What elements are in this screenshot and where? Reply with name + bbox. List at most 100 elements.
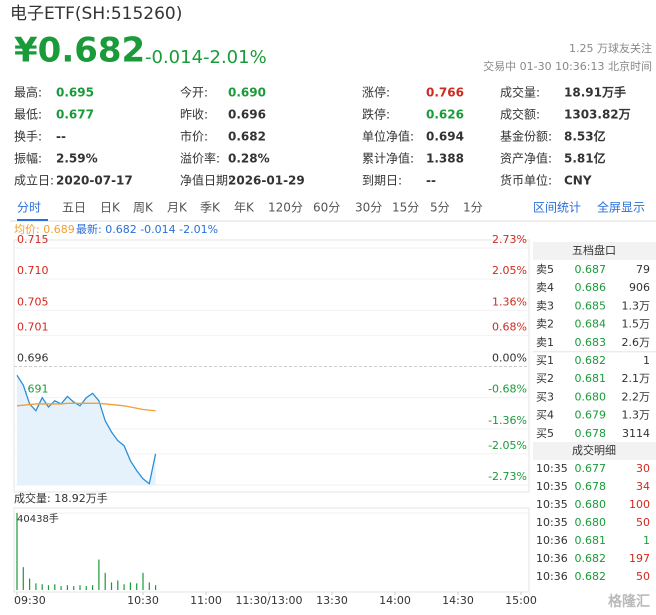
volume-bar [123, 584, 125, 590]
x-tick-label: 13:30 [316, 594, 348, 607]
x-tick-label: 14:30 [442, 594, 474, 607]
stat-value: 0.766 [426, 86, 464, 100]
ob-label: 买4 [536, 409, 554, 422]
pct-tick-label: -0.68% [488, 383, 527, 396]
stat-value: 1.388 [426, 152, 464, 166]
ob-volume: 1 [643, 354, 650, 367]
ob-label: 卖4 [536, 281, 554, 294]
stat-label: 昨收: [180, 108, 208, 122]
trade-volume: 30 [636, 462, 650, 475]
trades-title: 成交明细 [572, 443, 616, 457]
ob-label: 买5 [536, 427, 554, 440]
tab[interactable]: 分时 [17, 201, 41, 215]
x-tick-label: 15:00 [505, 594, 537, 607]
stat-label: 成立日: [14, 173, 54, 188]
volume-bar [155, 585, 157, 590]
tab[interactable]: 1分 [463, 201, 483, 215]
ob-price: 0.684 [575, 318, 607, 331]
ob-label: 买3 [536, 390, 554, 403]
stat-label: 成交量: [500, 85, 540, 100]
stat-value: 0.28% [228, 152, 270, 166]
stat-value: 0.690 [228, 86, 266, 100]
trade-price: 0.678 [575, 480, 607, 493]
stat-value: 2026-01-29 [228, 174, 305, 188]
tab[interactable]: 周K [133, 201, 154, 215]
x-tick-label: 11:00 [190, 594, 222, 607]
status: 交易中 01-30 10:36:13 北京时间 [483, 59, 652, 73]
tab[interactable]: 月K [167, 201, 188, 215]
ob-volume: 1.3万 [622, 409, 651, 422]
trade-volume: 1 [643, 534, 650, 547]
stat-label: 成交额: [500, 107, 540, 122]
stat-label: 振幅: [14, 151, 42, 166]
stat-value: 0.626 [426, 108, 464, 122]
volume-bar [73, 586, 75, 590]
link[interactable]: 区间统计 [533, 201, 581, 215]
volume-bar [54, 584, 56, 590]
volume-bar [148, 582, 150, 590]
stat-value: 8.53亿 [564, 129, 606, 144]
stat-label: 单位净值: [362, 129, 414, 144]
trade-price: 0.680 [575, 516, 607, 529]
volume-bar [66, 585, 68, 590]
volume-bar [92, 585, 94, 590]
stat-value: 0.696 [228, 108, 266, 122]
trade-time: 10:35 [536, 498, 568, 511]
x-tick-label: 14:00 [379, 594, 411, 607]
tab[interactable]: 15分 [392, 201, 419, 215]
pct-tick-label: 0.00% [492, 352, 527, 365]
tab[interactable]: 五日 [62, 201, 86, 215]
stat-label: 溢价率: [180, 151, 220, 166]
ob-volume: 2.6万 [622, 336, 651, 349]
stat-value: 2.59% [56, 152, 98, 166]
ob-price: 0.683 [575, 336, 607, 349]
price-area [17, 375, 156, 485]
trade-price: 0.680 [575, 498, 607, 511]
volume-bar [16, 513, 18, 590]
link[interactable]: 全屏显示 [597, 200, 645, 215]
stat-label: 基金份额: [500, 129, 552, 144]
trade-volume: 100 [629, 498, 650, 511]
stat-label: 最高: [14, 85, 42, 100]
volume-bar [136, 583, 138, 590]
tab[interactable]: 年K [234, 201, 255, 215]
tab[interactable]: 季K [200, 201, 221, 215]
ob-price: 0.681 [575, 372, 607, 385]
volume-bar [104, 572, 106, 590]
tab[interactable]: 60分 [313, 201, 340, 215]
tab[interactable]: 日K [100, 201, 121, 215]
trades-header [533, 442, 656, 460]
orderbook-header [533, 242, 656, 260]
x-tick-label: 11:30/13:00 [235, 594, 302, 607]
change: -0.014 [145, 47, 203, 68]
fund-name: 电子ETF(SH:515260) [10, 4, 182, 24]
stat-value: 2020-07-17 [56, 174, 133, 188]
tab[interactable]: 120分 [268, 201, 303, 215]
pct-tick-label: 0.68% [492, 320, 527, 333]
tab[interactable]: 5分 [430, 201, 450, 215]
trade-price: 0.677 [575, 462, 607, 475]
pct-tick-label: -2.05% [488, 439, 527, 452]
stat-value: 0.682 [228, 130, 266, 144]
ob-label: 买2 [536, 372, 554, 385]
volume-bar [79, 585, 81, 590]
stat-value: 0.695 [56, 86, 94, 100]
change-pct: -2.01% [203, 47, 267, 68]
watermark: 格隆汇 [608, 593, 650, 610]
pct-tick-label: -1.36% [488, 414, 527, 427]
stat-value: CNY [564, 174, 592, 188]
series-line [16, 402, 156, 412]
followers[interactable]: 1.25 万球友关注 [569, 41, 652, 55]
pct-tick-label: 1.36% [492, 295, 527, 308]
stat-value: -- [426, 174, 436, 188]
stat-label: 资产净值: [500, 151, 552, 166]
series-line [16, 374, 157, 485]
volume-bar [47, 585, 50, 590]
trade-time: 10:36 [536, 534, 568, 547]
tab[interactable]: 30分 [355, 201, 382, 215]
trade-price: 0.682 [575, 552, 607, 565]
y-tick-label: 0.705 [17, 295, 49, 308]
trade-time: 10:35 [536, 480, 568, 493]
ob-volume: 3114 [622, 427, 650, 440]
